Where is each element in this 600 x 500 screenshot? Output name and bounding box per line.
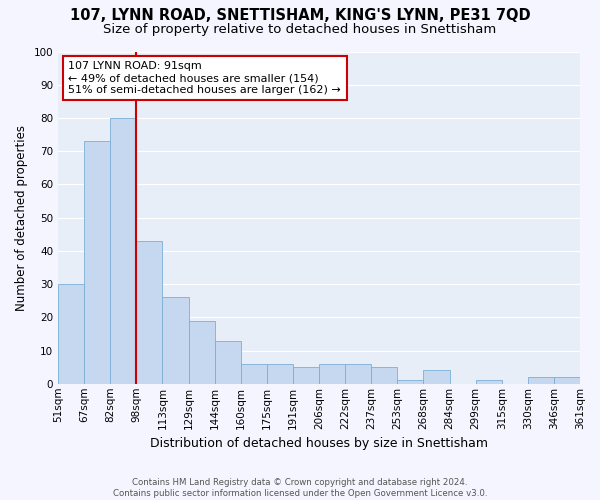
X-axis label: Distribution of detached houses by size in Snettisham: Distribution of detached houses by size …	[150, 437, 488, 450]
Bar	[110, 118, 136, 384]
Bar	[319, 364, 345, 384]
Text: Size of property relative to detached houses in Snettisham: Size of property relative to detached ho…	[103, 22, 497, 36]
Bar	[371, 367, 397, 384]
Bar	[163, 298, 188, 384]
Text: Contains HM Land Registry data © Crown copyright and database right 2024.
Contai: Contains HM Land Registry data © Crown c…	[113, 478, 487, 498]
Text: 107, LYNN ROAD, SNETTISHAM, KING'S LYNN, PE31 7QD: 107, LYNN ROAD, SNETTISHAM, KING'S LYNN,…	[70, 8, 530, 22]
Y-axis label: Number of detached properties: Number of detached properties	[15, 124, 28, 310]
Bar	[528, 377, 554, 384]
Bar	[241, 364, 267, 384]
Bar	[84, 141, 110, 384]
Bar	[424, 370, 449, 384]
Bar	[58, 284, 84, 384]
Bar	[476, 380, 502, 384]
Bar	[267, 364, 293, 384]
Bar	[215, 340, 241, 384]
Bar	[397, 380, 424, 384]
Bar	[345, 364, 371, 384]
Bar	[293, 367, 319, 384]
Bar	[554, 377, 580, 384]
Bar	[136, 241, 163, 384]
Text: 107 LYNN ROAD: 91sqm
← 49% of detached houses are smaller (154)
51% of semi-deta: 107 LYNN ROAD: 91sqm ← 49% of detached h…	[68, 62, 341, 94]
Bar	[188, 320, 215, 384]
